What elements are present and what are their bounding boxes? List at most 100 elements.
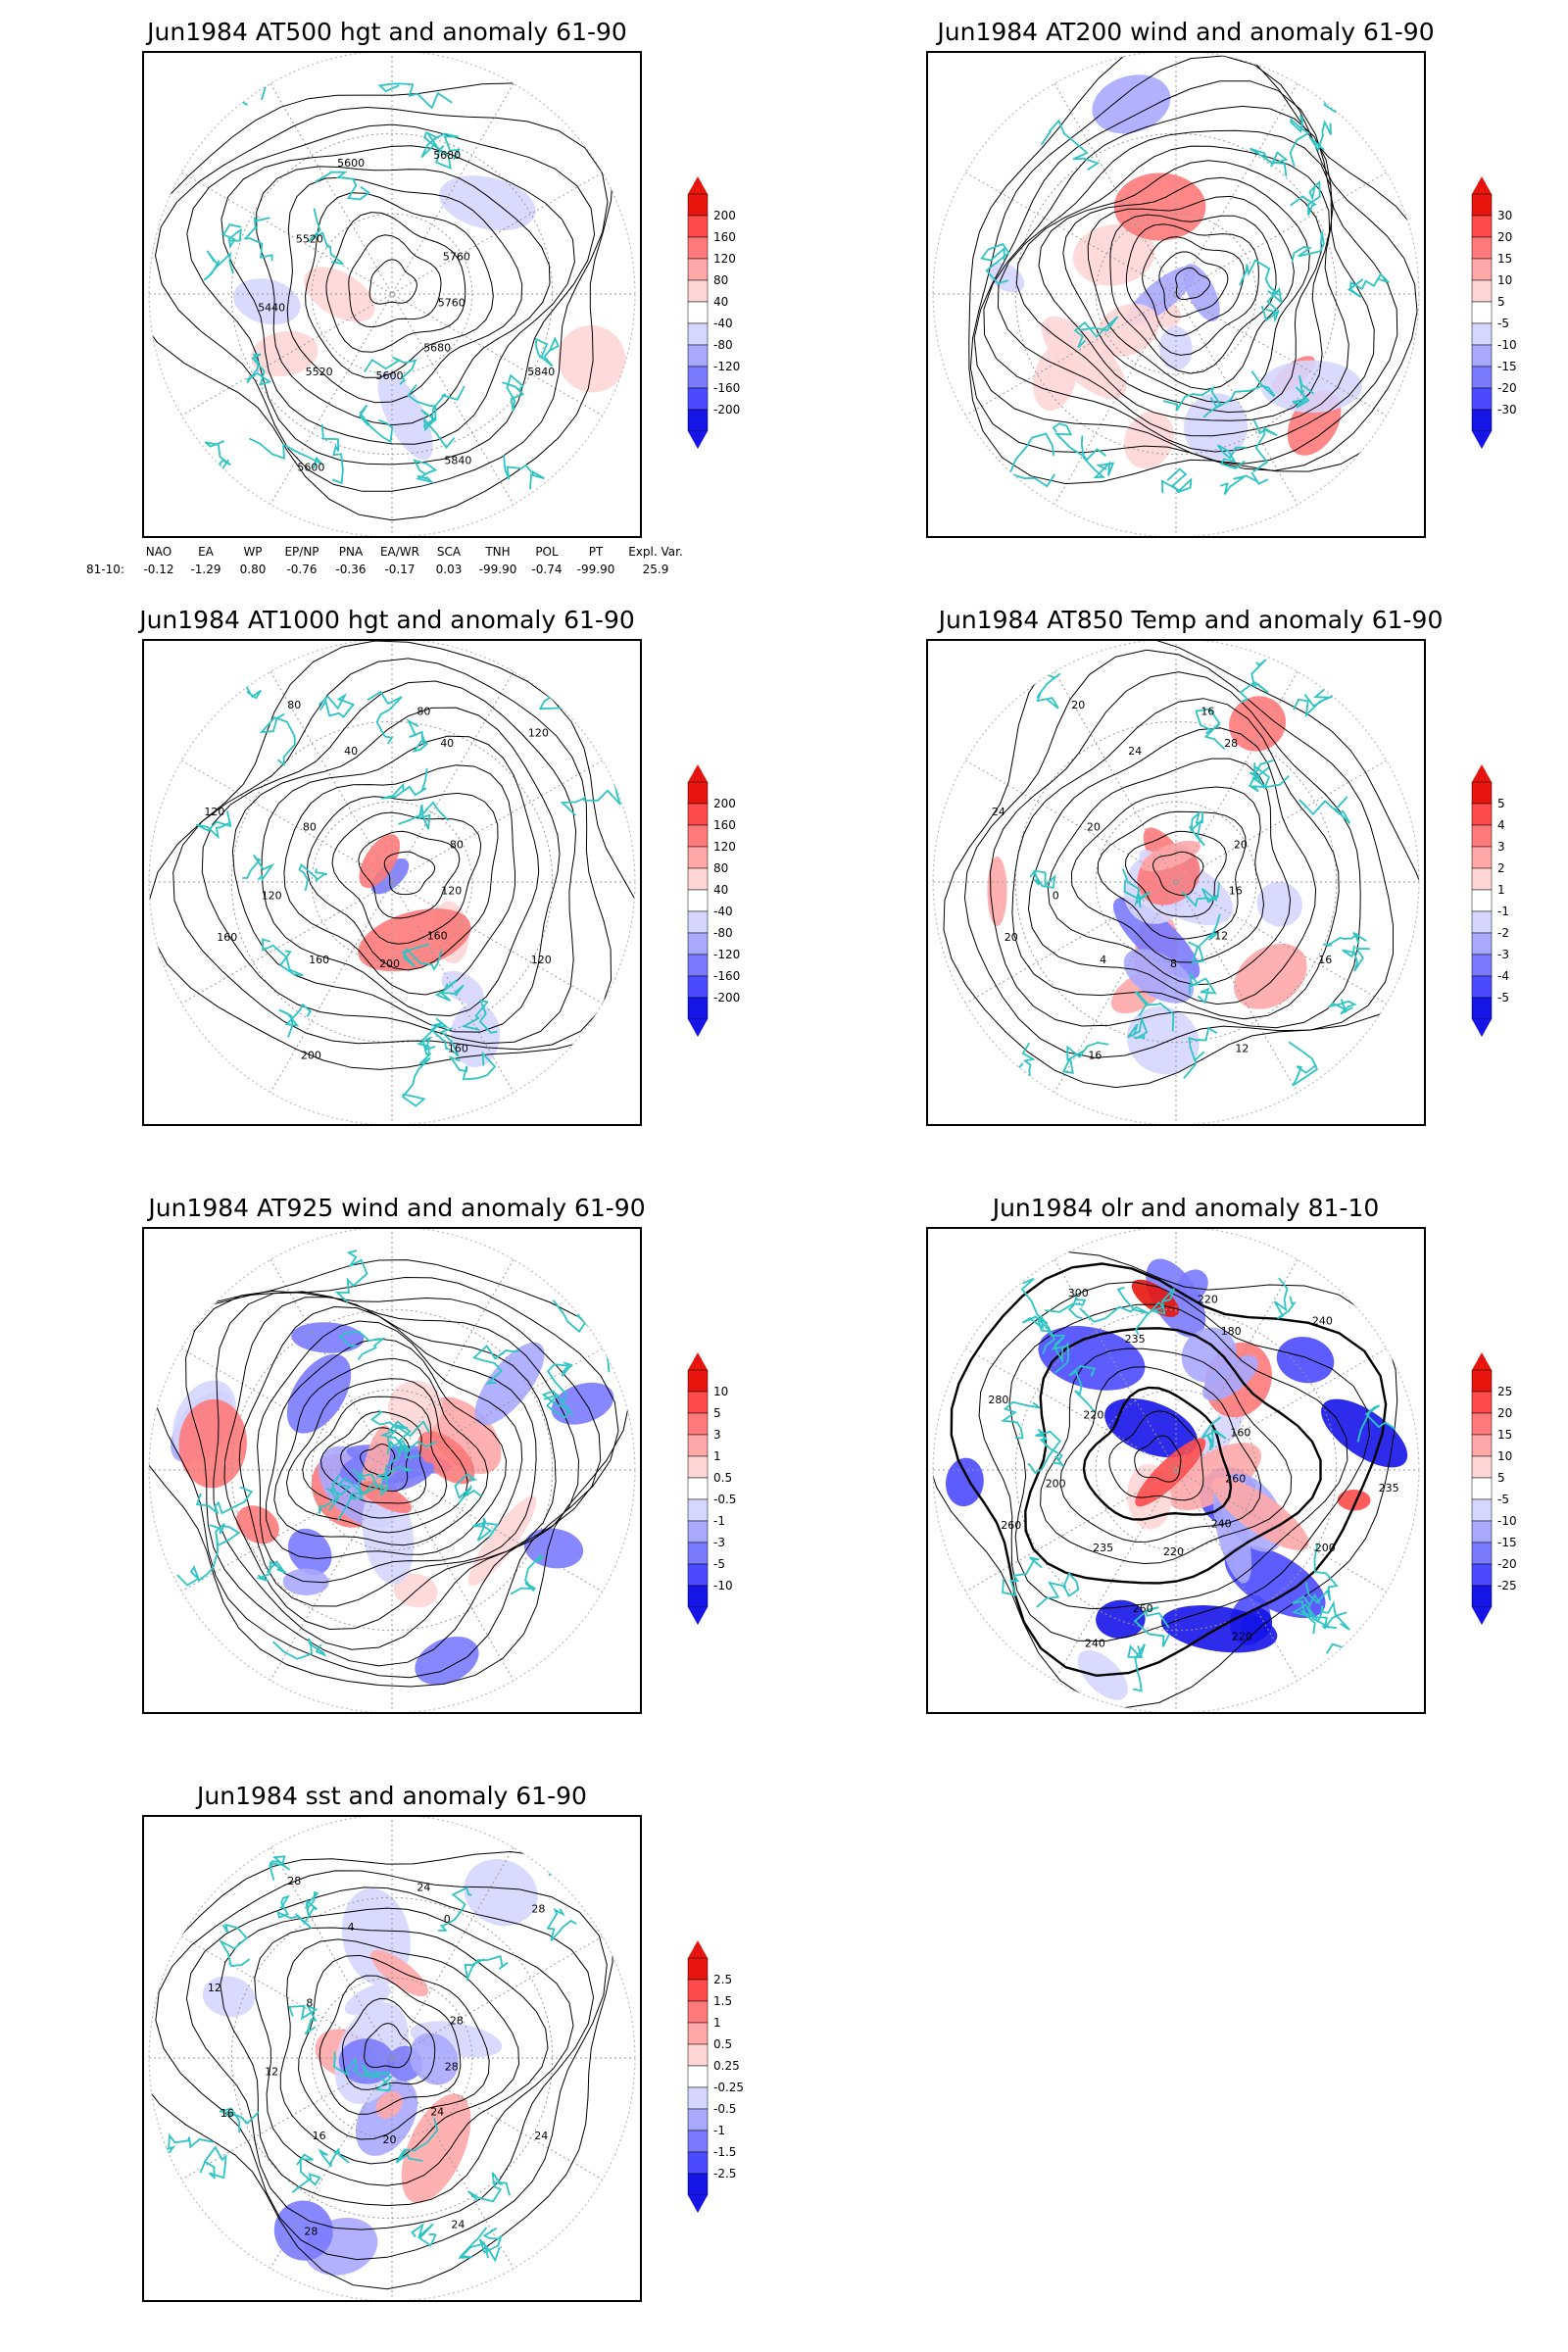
p5-contour-line <box>340 1427 411 1493</box>
p4-contour-line <box>1047 758 1292 986</box>
p6-contour-line <box>1024 1327 1322 1585</box>
p7-globe-edge <box>148 1817 636 2300</box>
p6-globe-edge <box>932 1229 1420 1712</box>
p5-anomaly-region <box>386 1462 435 1492</box>
p3-contour-line <box>331 811 482 945</box>
p5-coastline <box>334 1250 368 1303</box>
p1-colorbar-label: 200 <box>713 209 736 222</box>
p5-colorbar-segment <box>687 1477 709 1500</box>
p7-anomaly-region <box>401 2093 471 2203</box>
p7-contour-line <box>318 1975 462 2115</box>
map-sst: 28 24 20 16 12 8 4 0 28 24 24 28 16 12 28 24 28 <box>142 1815 642 2302</box>
p4-anomaly-region <box>1256 881 1302 927</box>
p1-globe-edge <box>148 53 636 536</box>
p7-contour-label: 24 <box>534 2130 548 2142</box>
p4-coastline <box>1298 796 1351 824</box>
p6-contour-line <box>1134 1435 1182 1483</box>
p6-anomaly-region <box>1131 1279 1180 1317</box>
p4-anomaly-region <box>1112 897 1200 980</box>
p2-coastline <box>1219 471 1269 496</box>
p5-contour-line <box>149 1259 631 1688</box>
p3-anomaly-region <box>441 970 484 1005</box>
p5-contour-line <box>319 1410 427 1504</box>
p1-contour-label: 5440 <box>258 302 285 315</box>
index-value-epnp: -0.76 <box>286 563 318 576</box>
p6-contour-label: 200 <box>1315 1542 1336 1554</box>
p1-anomaly-region <box>232 278 301 325</box>
p6-contour-line <box>1040 1348 1293 1565</box>
p7-colorbar-segment <box>687 2108 709 2132</box>
p4-contour-label: 0 <box>1053 890 1059 903</box>
p7-coastline <box>318 2147 350 2168</box>
teleconnection-header-row: NAO EA WP EP/NP PNA EA/WR SCA TNH POL PT Expl. Var… <box>86 545 690 559</box>
index-header-sca: SCA <box>436 545 462 559</box>
index-header-pna: PNA <box>338 545 364 559</box>
p3-coastline <box>367 690 403 745</box>
p5-colorbar-segment <box>687 1542 709 1565</box>
p3-colorbar-label: 80 <box>713 861 728 875</box>
p7-coastline <box>219 2107 260 2133</box>
p3-coastline <box>242 854 275 883</box>
p3-coastline <box>381 767 428 800</box>
p6-anomaly-region <box>1168 1443 1261 1511</box>
p5-anomaly-region <box>178 1398 247 1489</box>
p2-anomaly-region <box>1123 411 1175 469</box>
p5-coastline <box>256 1560 287 1583</box>
p2-contour-line <box>1125 223 1259 356</box>
p3-colorbar-label: -80 <box>713 926 733 940</box>
p3-coastline <box>406 718 428 753</box>
p7-coastline <box>160 2132 215 2154</box>
p3-colorbar-segment <box>687 824 709 848</box>
p7-coastline <box>294 1890 319 1925</box>
p2-coastline <box>1041 119 1101 171</box>
p6-coastline <box>1051 1336 1070 1374</box>
p5-colorbar-label: -3 <box>713 1536 725 1549</box>
p6-anomaly-region <box>1135 1438 1206 1507</box>
p5-contour-line <box>266 1338 508 1560</box>
p2-contour-line <box>1158 251 1229 318</box>
p3-contour-line <box>261 735 540 1017</box>
p4-colorbar-segment <box>1471 846 1493 869</box>
p5-colorbar-bottom-arrow <box>688 1607 708 1625</box>
p4-coastline <box>1327 999 1357 1015</box>
p7-contour-label: 12 <box>265 2066 278 2079</box>
p2-colorbar-label: -20 <box>1497 381 1517 395</box>
p4-coastline <box>1188 810 1205 847</box>
p3-coastline <box>532 657 576 689</box>
p3-map-layer <box>149 641 635 1124</box>
p5-anomaly-region <box>286 1353 352 1434</box>
p7-map-layer <box>149 1817 635 2300</box>
p6-coastline <box>1021 1315 1056 1354</box>
index-value-ea: -1.29 <box>190 563 221 576</box>
p7-coastline <box>438 1886 472 1932</box>
p3-coastline <box>434 979 465 1002</box>
p2-anomaly-region <box>1033 344 1078 411</box>
p6-colorbar-segment <box>1471 1498 1493 1522</box>
p2-colorbar-label: 20 <box>1497 230 1512 244</box>
p2-colorbar-label: -15 <box>1497 360 1517 373</box>
p3-colorbar-label: 120 <box>713 840 736 854</box>
p3-coastline <box>398 801 450 830</box>
p3-contour-label: 200 <box>379 957 400 970</box>
p6-coastline <box>1036 1571 1080 1608</box>
p7-contour-label: 28 <box>445 2060 459 2073</box>
p7-coastline <box>332 2051 377 2079</box>
p3-contour-line <box>201 680 577 1045</box>
p3-contour-label: 120 <box>531 954 552 966</box>
p1-colorbar-segment <box>687 258 709 281</box>
p5-contour-line <box>273 1357 489 1546</box>
p7-coastline <box>467 2172 511 2203</box>
p1-colorbar-label: -200 <box>713 403 740 416</box>
p4-contour-line <box>963 649 1394 1058</box>
p7-contour-label: 24 <box>416 1881 430 1893</box>
p7-contour-line <box>155 1870 608 2261</box>
p6-colorbar-top-arrow <box>1472 1352 1492 1370</box>
p4-colorbar-label: 1 <box>1497 883 1505 897</box>
p5-colorbar-label: 10 <box>713 1385 728 1398</box>
p4-colorbar-label: 3 <box>1497 840 1505 854</box>
map-500hgt: 5760 5680 5600 5520 5440 5520 5600 5680 5760 5840… <box>142 51 642 538</box>
p2-anomaly-region <box>1096 303 1159 357</box>
p7-coastline <box>219 1923 251 1967</box>
p1-contour-label: 5600 <box>376 369 404 382</box>
p6-contour-label: 235 <box>1125 1333 1146 1346</box>
